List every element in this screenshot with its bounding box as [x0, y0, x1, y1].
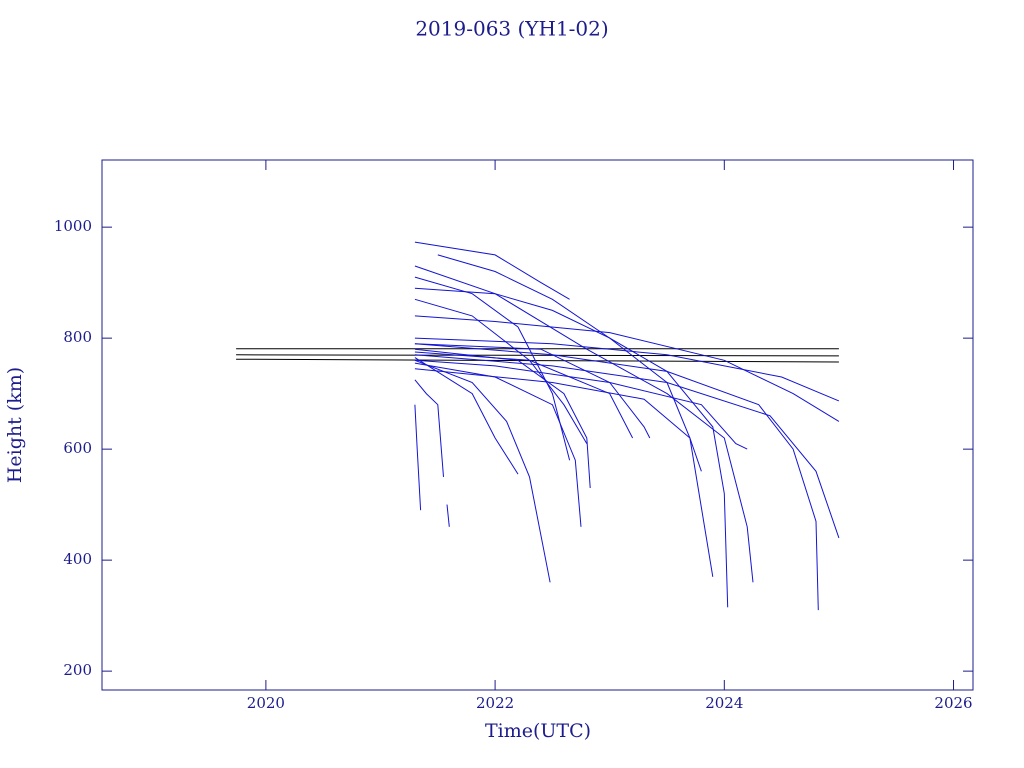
- y-tick-label: 800: [63, 328, 92, 346]
- chart-title: 2019-063 (YH1-02): [415, 17, 608, 41]
- y-axis-label: Height (km): [4, 367, 26, 483]
- series-line: [414, 298, 588, 444]
- series-line: [414, 354, 840, 539]
- series-line: [414, 357, 519, 475]
- series-line: [414, 276, 571, 461]
- series-line: [414, 265, 754, 583]
- series-line: [446, 504, 450, 527]
- series-line: [414, 315, 840, 422]
- x-tick-label: 2020: [247, 694, 285, 712]
- series-line: [414, 368, 702, 472]
- series-line: [414, 359, 551, 583]
- x-tick-label: 2024: [705, 694, 743, 712]
- y-tick-label: 1000: [54, 217, 92, 235]
- series-line: [414, 287, 729, 608]
- series-line: [236, 358, 839, 363]
- series-line: [414, 404, 422, 511]
- series-line: [414, 362, 582, 527]
- x-tick-label: 2026: [934, 694, 972, 712]
- plot-frame: [101, 159, 974, 691]
- series-line: [414, 359, 748, 450]
- series-line: [236, 354, 839, 357]
- series-line: [414, 379, 444, 477]
- x-tick-label: 2022: [476, 694, 514, 712]
- y-tick-label: 400: [63, 550, 92, 568]
- y-tick-label: 600: [63, 439, 92, 457]
- y-tick-label: 200: [63, 661, 92, 679]
- series-line: [414, 241, 570, 300]
- series-line: [414, 337, 840, 402]
- x-axis-label: Time(UTC): [485, 720, 591, 742]
